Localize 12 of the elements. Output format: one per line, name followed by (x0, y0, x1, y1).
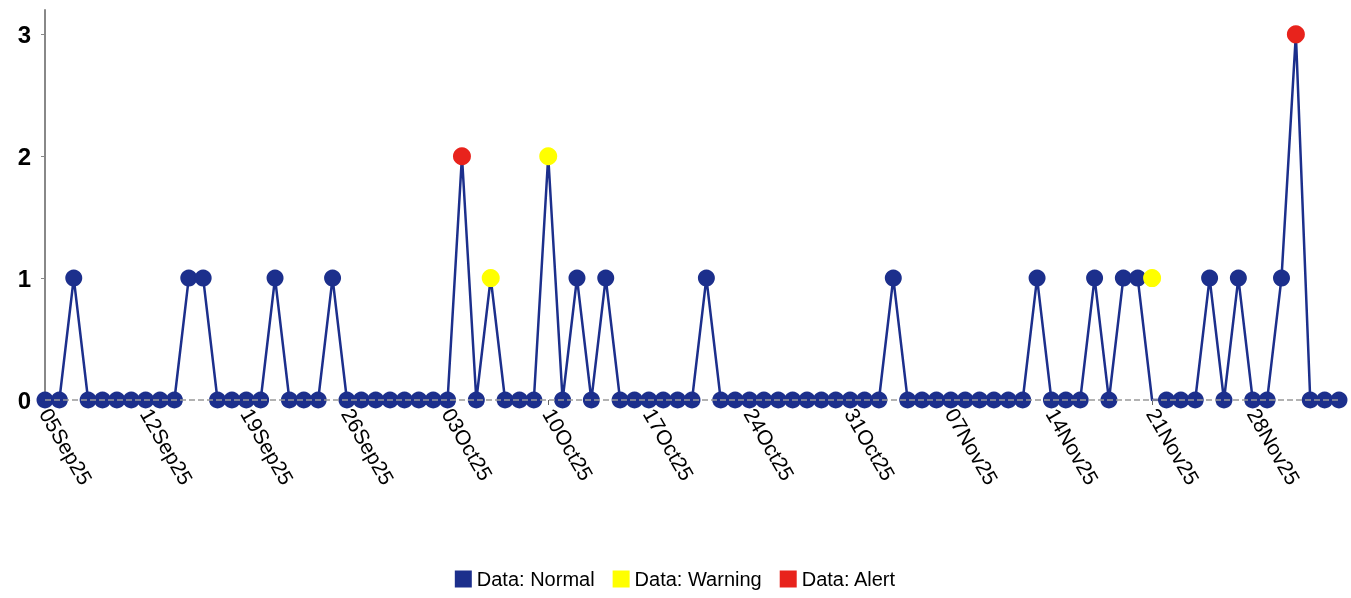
legend-label: Data: Alert (801, 568, 896, 590)
y-tick-label: 3 (17, 20, 31, 48)
legend-label: Data: Warning (634, 568, 762, 590)
point (452, 147, 471, 166)
y-tick-label: 1 (17, 264, 31, 292)
point (539, 147, 558, 166)
legend-label: Data: Normal (476, 568, 595, 590)
point (481, 269, 500, 288)
y-tick-label: 0 (17, 386, 31, 414)
point (1286, 25, 1305, 44)
point (1143, 269, 1162, 288)
y-tick-label: 2 (17, 142, 31, 170)
